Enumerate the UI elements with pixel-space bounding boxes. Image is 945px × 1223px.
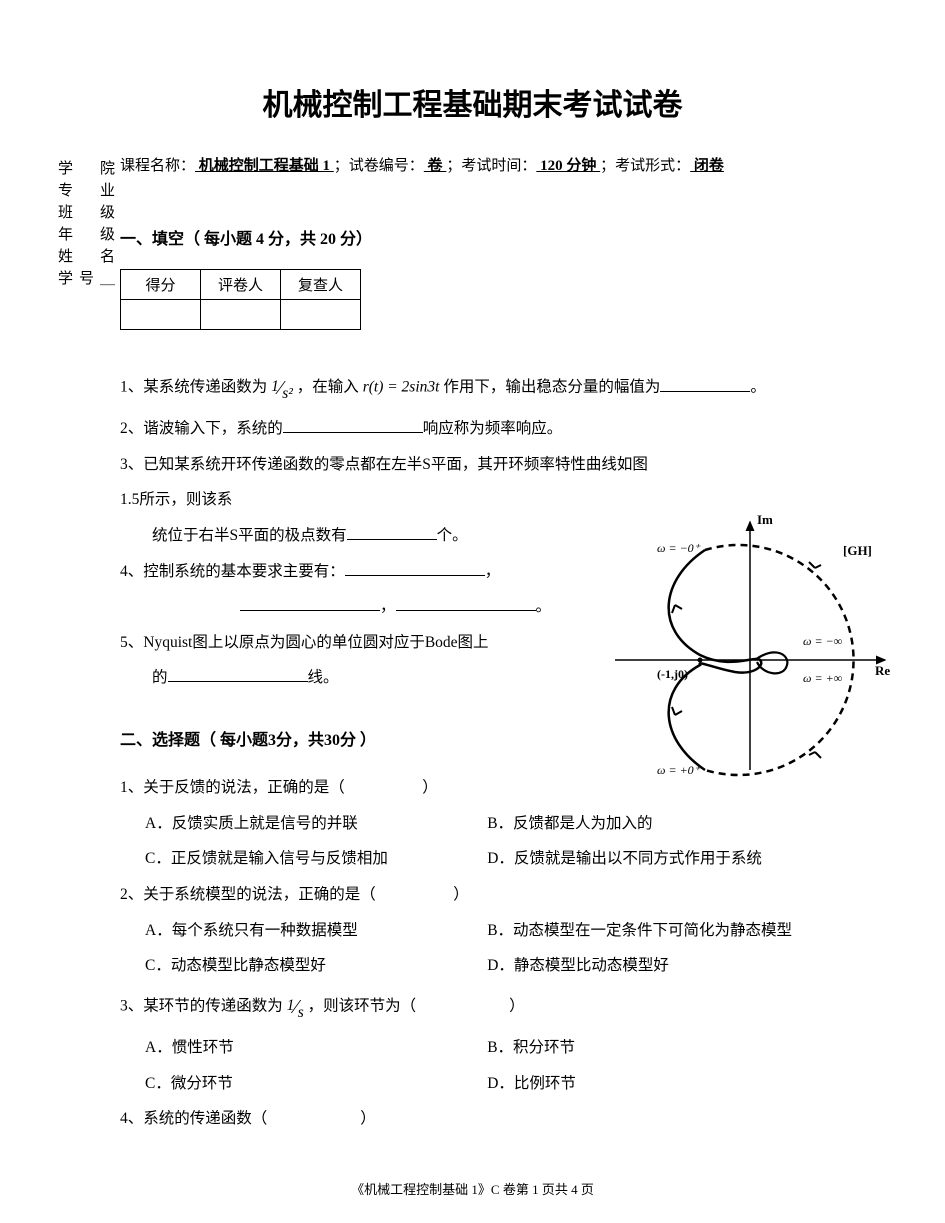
q1-text-c: 作用下，输出稳态分量的幅值为 xyxy=(439,379,660,396)
q4-text-d: 。 xyxy=(536,598,552,615)
course-val: 机械控制工程基础 1 xyxy=(195,158,334,174)
s2q2-A: A．每个系统只有一种数据模型 xyxy=(120,913,487,949)
s2q3-B: B．积分环节 xyxy=(487,1030,870,1066)
gh-label: [GH] xyxy=(843,543,872,558)
main-title: 机械控制工程基础期末考试试卷 xyxy=(60,80,885,124)
course-key: 课程名称： xyxy=(120,158,195,174)
q1-text-b: ，在输入 xyxy=(293,379,363,396)
s2q1-choices: A．反馈实质上就是信号的并联 B．反馈都是人为加入的 C．正反馈就是输入信号与反… xyxy=(120,806,885,877)
side-id: 学号＿ xyxy=(58,268,121,290)
s2q3-frac: 1⁄s xyxy=(287,984,304,1030)
s2q3-b: ，则该环节为（ ） xyxy=(304,998,525,1015)
score-h1: 得分 xyxy=(121,270,201,300)
q5-blank[interactable] xyxy=(168,667,308,683)
q2-text-a: 2、谐波输入下，系统的 xyxy=(120,420,283,437)
q1-text-d: 。 xyxy=(750,379,766,396)
time-val: 120 分钟 xyxy=(536,158,600,174)
q1-text-a: 1、某系统传递函数为 xyxy=(120,379,271,396)
q4-blank1[interactable] xyxy=(345,560,485,576)
s2q2: 2、关于系统模型的说法，正确的是（ ） xyxy=(120,877,885,913)
side-name: 姓 名 xyxy=(58,246,121,268)
q4-blank3[interactable] xyxy=(396,596,536,612)
s2q2-choices: A．每个系统只有一种数据模型 B．动态模型在一定条件下可简化为静态模型 C．动态… xyxy=(120,913,885,984)
q3-blank[interactable] xyxy=(347,524,437,540)
q5-text-c: 线。 xyxy=(308,669,339,686)
nyquist-diagram: Im Re [GH] (-1,j0) ω = −0⁺ ω = +0⁺ ω = −… xyxy=(605,510,895,780)
q1: 1、某系统传递函数为 1⁄s² ，在输入 r(t) = 2sin3t 作用下，输… xyxy=(120,365,885,411)
reviewer-cell[interactable] xyxy=(201,300,281,330)
s2q4: 4、系统的传递函数（ ） xyxy=(120,1101,885,1137)
section2-content: 1、关于反馈的说法，正确的是（ ） A．反馈实质上就是信号的并联 B．反馈都是人… xyxy=(120,770,885,1137)
side-school: 学 院 xyxy=(58,158,121,180)
s2q2-C: C．动态模型比静态模型好 xyxy=(120,948,487,984)
q5: 5、Nyquist图上以原点为圆心的单位圆对应于Bode图上 xyxy=(120,625,600,661)
s2q3: 3、某环节的传递函数为 1⁄s ，则该环节为（ ） xyxy=(120,984,885,1030)
s2q3-choices: A．惯性环节 B．积分环节 C．微分环节 D．比例环节 xyxy=(120,1030,885,1101)
q4-text-b: ， xyxy=(485,563,501,580)
side-grade: 年 级 xyxy=(58,224,121,246)
q1-num: 1 xyxy=(271,378,279,395)
w-pos0: ω = +0⁺ xyxy=(657,763,702,777)
s2q1-B: B．反馈都是人为加入的 xyxy=(487,806,870,842)
q4-blank2[interactable] xyxy=(240,596,380,612)
side-major: 专 业 xyxy=(58,180,121,202)
re-label: Re xyxy=(875,663,890,678)
s2q3-C: C．微分环节 xyxy=(120,1066,487,1102)
s2q1-C: C．正反馈就是输入信号与反馈相加 xyxy=(120,841,487,877)
q3-text-c: 个。 xyxy=(437,527,468,544)
checker-cell[interactable] xyxy=(281,300,361,330)
score-cell[interactable] xyxy=(121,300,201,330)
paper-val: 卷 xyxy=(424,158,447,174)
w-neg0: ω = −0⁺ xyxy=(657,541,702,555)
q3: 3、已知某系统开环传递函数的零点都在左半S平面，其开环频率特性曲线如图1.5所示… xyxy=(120,447,660,518)
score-table: 得分 评卷人 复查人 xyxy=(120,269,361,330)
q5-text-b: 的 xyxy=(152,669,168,686)
q4-text-a: 4、控制系统的基本要求主要有： xyxy=(120,563,345,580)
s2q2-D: D．静态模型比动态模型好 xyxy=(487,948,870,984)
s2q3-A: A．惯性环节 xyxy=(120,1030,487,1066)
q3-text-a: 3、已知某系统开环传递函数的零点都在左半S平面，其开环频率特性曲线如图1.5所示… xyxy=(120,456,648,509)
q2-text-b: 响应称为频率响应。 xyxy=(423,420,563,437)
exam-meta: 课程名称： 机械控制工程基础 1 ；试卷编号： 卷 ；考试时间： 120 分钟 … xyxy=(120,154,885,175)
s2q3-num: 1 xyxy=(287,997,295,1014)
form-val: 闭卷 xyxy=(690,158,724,174)
s2q3-a: 3、某环节的传递函数为 xyxy=(120,998,287,1015)
im-label: Im xyxy=(757,512,773,527)
score-h3: 复查人 xyxy=(281,270,361,300)
pt-label: (-1,j0) xyxy=(657,667,688,681)
q1-frac: 1⁄s² xyxy=(271,365,293,411)
paper-key: ；试卷编号： xyxy=(334,158,424,174)
q2-blank[interactable] xyxy=(283,418,423,434)
w-posinf: ω = +∞ xyxy=(803,671,843,685)
score-h2: 评卷人 xyxy=(201,270,281,300)
q3-text-b: 统位于右半S平面的极点数有 xyxy=(152,527,347,544)
side-class: 班 级 xyxy=(58,202,121,224)
section1-title: 一、填空（ 每小题 4 分，共 20 分） xyxy=(120,225,885,249)
s2q2-B: B．动态模型在一定条件下可简化为静态模型 xyxy=(487,913,870,949)
q1-den: s² xyxy=(282,385,293,402)
q1-math: r(t) = 2sin3t xyxy=(363,379,440,396)
time-key: ；考试时间： xyxy=(446,158,536,174)
q4-text-c: ， xyxy=(380,598,396,615)
s2q1-A: A．反馈实质上就是信号的并联 xyxy=(120,806,487,842)
side-labels: 学 院 专 业 班 级 年 级 姓 名 学号＿ xyxy=(58,158,121,290)
q5-text-a: 5、Nyquist图上以原点为圆心的单位圆对应于Bode图上 xyxy=(120,634,489,651)
s2q3-den: s xyxy=(298,1004,304,1021)
w-neginf: ω = −∞ xyxy=(803,634,843,648)
form-key: ；考试形式： xyxy=(600,158,690,174)
q2: 2、谐波输入下，系统的 响应称为频率响应。 xyxy=(120,411,885,447)
s2q1-D: D．反馈就是输出以不同方式作用于系统 xyxy=(487,841,870,877)
page-footer: 《机械工程控制基础 1》C 卷第 1 页共 4 页 xyxy=(0,1179,945,1198)
s2q3-D: D．比例环节 xyxy=(487,1066,870,1102)
q1-blank[interactable] xyxy=(660,376,750,392)
